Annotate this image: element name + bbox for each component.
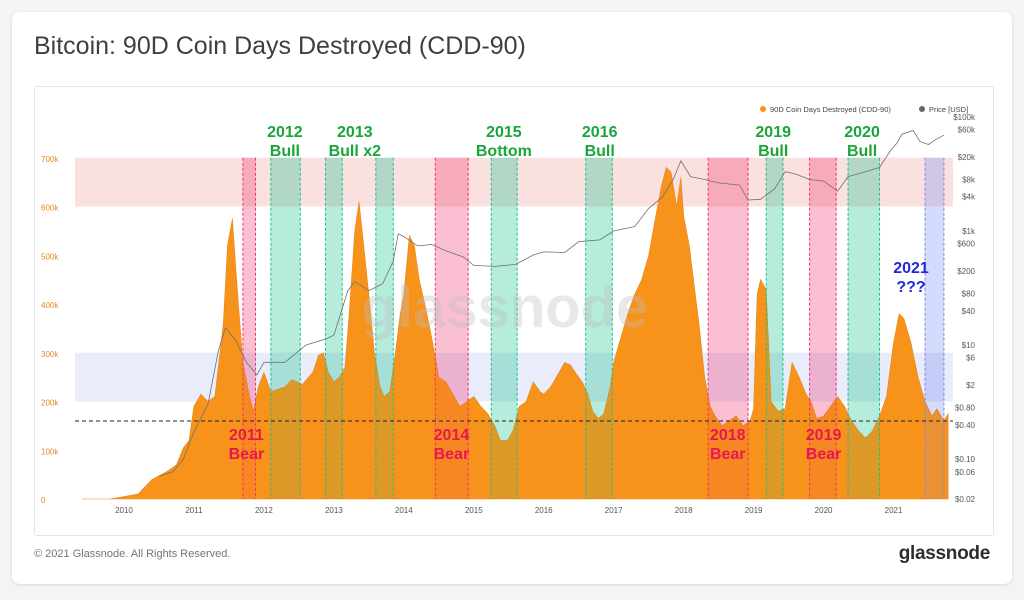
chart-frame: 0 100k 200k 300k 400k 500k 600k 700k glassnode $0… xyxy=(34,86,994,536)
brand-logo: glassnode xyxy=(898,543,991,564)
x-tick: 2012 xyxy=(255,506,273,515)
y-right-tick: $6 xyxy=(966,354,975,363)
zone-overlay xyxy=(435,157,469,499)
y-right-tick: $0.06 xyxy=(955,468,976,477)
zone-label-bear: Bear xyxy=(434,446,470,463)
cdd-chart: 0 100k 200k 300k 400k 500k 600k 700k glassnode $0… xyxy=(41,105,976,515)
zone-label-bull: 2012 xyxy=(267,124,303,141)
watermark-text: glassnode xyxy=(362,275,649,340)
zone-label-bull: Bull xyxy=(585,143,615,160)
zone-overlay xyxy=(766,157,783,499)
legend-cdd-dot xyxy=(760,106,766,112)
zone-label-bull: Bull xyxy=(270,143,300,160)
y-right-tick: $2 xyxy=(966,381,975,390)
y-right-tick: $0.80 xyxy=(955,404,976,413)
y-left-tick: 0 xyxy=(41,496,46,505)
y-right-tick: $10 xyxy=(962,341,976,350)
cdd-area xyxy=(81,166,949,500)
y-right-tick: $80 xyxy=(962,290,976,299)
x-tick: 2019 xyxy=(745,506,763,515)
x-tick: 2013 xyxy=(325,506,343,515)
zone-label-bear: Bear xyxy=(806,446,842,463)
copyright-text: © 2021 Glassnode. All Rights Reserved. xyxy=(34,548,231,560)
zone-overlay xyxy=(325,157,343,499)
y-left-tick: 200k xyxy=(41,399,59,408)
legend-cdd-label: 90D Coin Days Destroyed (CDD-90) xyxy=(770,105,891,114)
legend-price-dot xyxy=(919,106,925,112)
zone-label-bull: Bull xyxy=(847,143,877,160)
y-left-tick: 700k xyxy=(41,155,59,164)
x-tick: 2010 xyxy=(115,506,133,515)
price-line xyxy=(158,130,945,477)
band-top xyxy=(75,157,953,207)
zone-overlay xyxy=(848,157,880,499)
y-left-tick: 300k xyxy=(41,350,59,359)
zone-overlay xyxy=(708,157,749,499)
zone-label-bear: 2018 xyxy=(710,427,746,444)
zone-label-bull: Bull xyxy=(758,143,788,160)
zone-label-bear: Bear xyxy=(229,446,265,463)
zone-overlay xyxy=(375,157,394,499)
zone-label-bear: 2019 xyxy=(806,427,842,444)
x-tick: 2014 xyxy=(395,506,413,515)
zone-label-bull: 2019 xyxy=(755,124,791,141)
x-tick: 2017 xyxy=(605,506,623,515)
zone-label-bull: 2020 xyxy=(844,124,880,141)
zone-overlay xyxy=(809,157,837,499)
zone-label-bear: 2014 xyxy=(434,427,470,444)
chart-card: Bitcoin: 90D Coin Days Destroyed (CDD-90… xyxy=(12,12,1012,584)
y-right-tick: $100k xyxy=(953,113,976,122)
zone-label-bull: 2015 xyxy=(486,124,522,141)
y-left-tick: 600k xyxy=(41,204,59,213)
x-tick: 2020 xyxy=(815,506,833,515)
y-right-tick: $0.10 xyxy=(955,455,976,464)
y-left-tick: 400k xyxy=(41,301,59,310)
y-right-tick: $8k xyxy=(962,176,976,185)
zone-label-bull: 2016 xyxy=(582,124,618,141)
legend-price-label: Price [USD] xyxy=(929,105,968,114)
x-tick: 2018 xyxy=(675,506,693,515)
y-left-tick: 100k xyxy=(41,447,59,456)
x-tick: 2016 xyxy=(535,506,553,515)
legend: 90D Coin Days Destroyed (CDD-90) Price [U… xyxy=(760,105,968,114)
zone-label-bear: Bear xyxy=(710,446,746,463)
zone-label-unknown: 2021 xyxy=(893,260,929,277)
y-right-tick: $0.02 xyxy=(955,495,976,504)
y-right-tick: $20k xyxy=(958,153,976,162)
page-title: Bitcoin: 90D Coin Days Destroyed (CDD-90… xyxy=(34,32,526,60)
y-right-tick: $40 xyxy=(962,307,976,316)
zone-overlay xyxy=(242,157,256,499)
zone-overlay xyxy=(925,157,944,499)
y-left-tick: 500k xyxy=(41,252,59,261)
x-tick: 2021 xyxy=(885,506,903,515)
zone-overlay xyxy=(585,157,613,499)
x-tick: 2011 xyxy=(185,506,203,515)
zone-label-bull: 2013 xyxy=(337,124,373,141)
zone-label-bull: Bull x2 xyxy=(329,143,382,160)
y-right-tick: $4k xyxy=(962,193,976,202)
zone-label-unknown: ??? xyxy=(896,279,925,296)
zone-label-bull: Bottom xyxy=(476,143,532,160)
x-tick: 2015 xyxy=(465,506,483,515)
y-right-tick: $60k xyxy=(958,126,976,135)
y-right-tick: $1k xyxy=(962,227,976,236)
zone-overlay xyxy=(491,157,518,499)
zone-overlay xyxy=(270,157,301,499)
y-right-tick: $200 xyxy=(957,267,975,276)
zone-label-bear: 2011 xyxy=(229,427,264,444)
y-right-tick: $0.40 xyxy=(955,421,976,430)
y-right-tick: $600 xyxy=(957,240,975,249)
